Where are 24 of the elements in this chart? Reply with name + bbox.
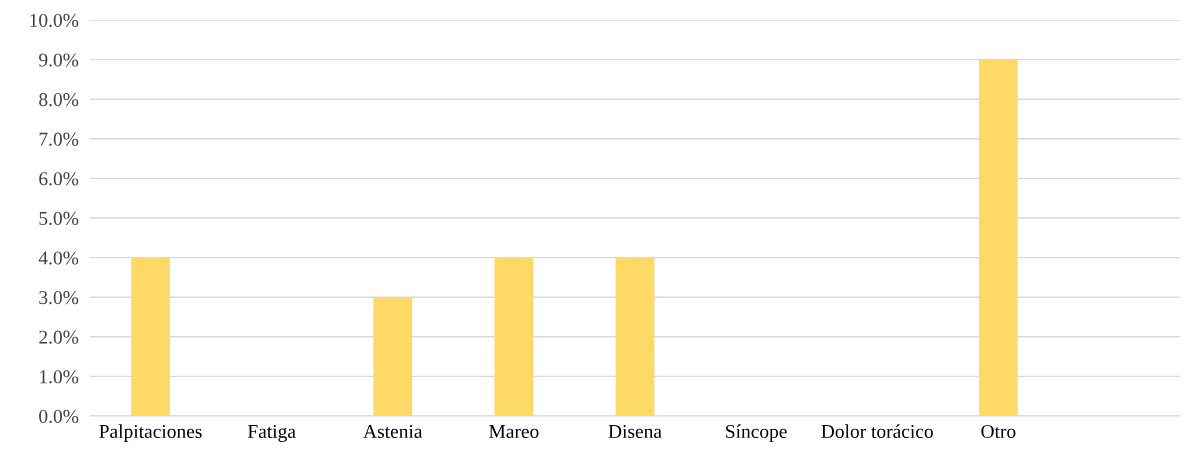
- x-tick-label: Síncope: [726, 424, 787, 442]
- x-tick-label: Otro: [981, 424, 1016, 439]
- bar: [494, 257, 534, 416]
- y-tick-label: 8.0%: [39, 93, 79, 107]
- x-tick-label: Astenia: [363, 424, 423, 439]
- x-tick-label: Dolor torácico: [821, 424, 933, 439]
- x-tick-label: Disena: [608, 424, 662, 439]
- bar: [615, 257, 655, 416]
- bar: [373, 297, 413, 416]
- y-tick-label: 2.0%: [39, 330, 79, 344]
- y-tick-label: 0.0%: [39, 409, 79, 424]
- y-tick-label: 9.0%: [39, 53, 79, 67]
- y-tick-label: 7.0%: [39, 132, 79, 146]
- x-tick-label: Mareo: [489, 425, 539, 439]
- y-tick-label: 10.0%: [30, 13, 79, 28]
- x-tick-label: Palpitaciones: [99, 424, 202, 442]
- y-tick-label: 4.0%: [38, 251, 79, 265]
- y-tick-label: 1.0%: [40, 370, 79, 384]
- y-tick-label: 6.0%: [39, 172, 79, 186]
- y-tick-label: 5.0%: [39, 211, 79, 226]
- bar: [978, 59, 1018, 416]
- y-tick-label: 3.0%: [39, 291, 79, 305]
- x-tick-label: Fatiga: [247, 424, 296, 442]
- bar: [131, 257, 170, 416]
